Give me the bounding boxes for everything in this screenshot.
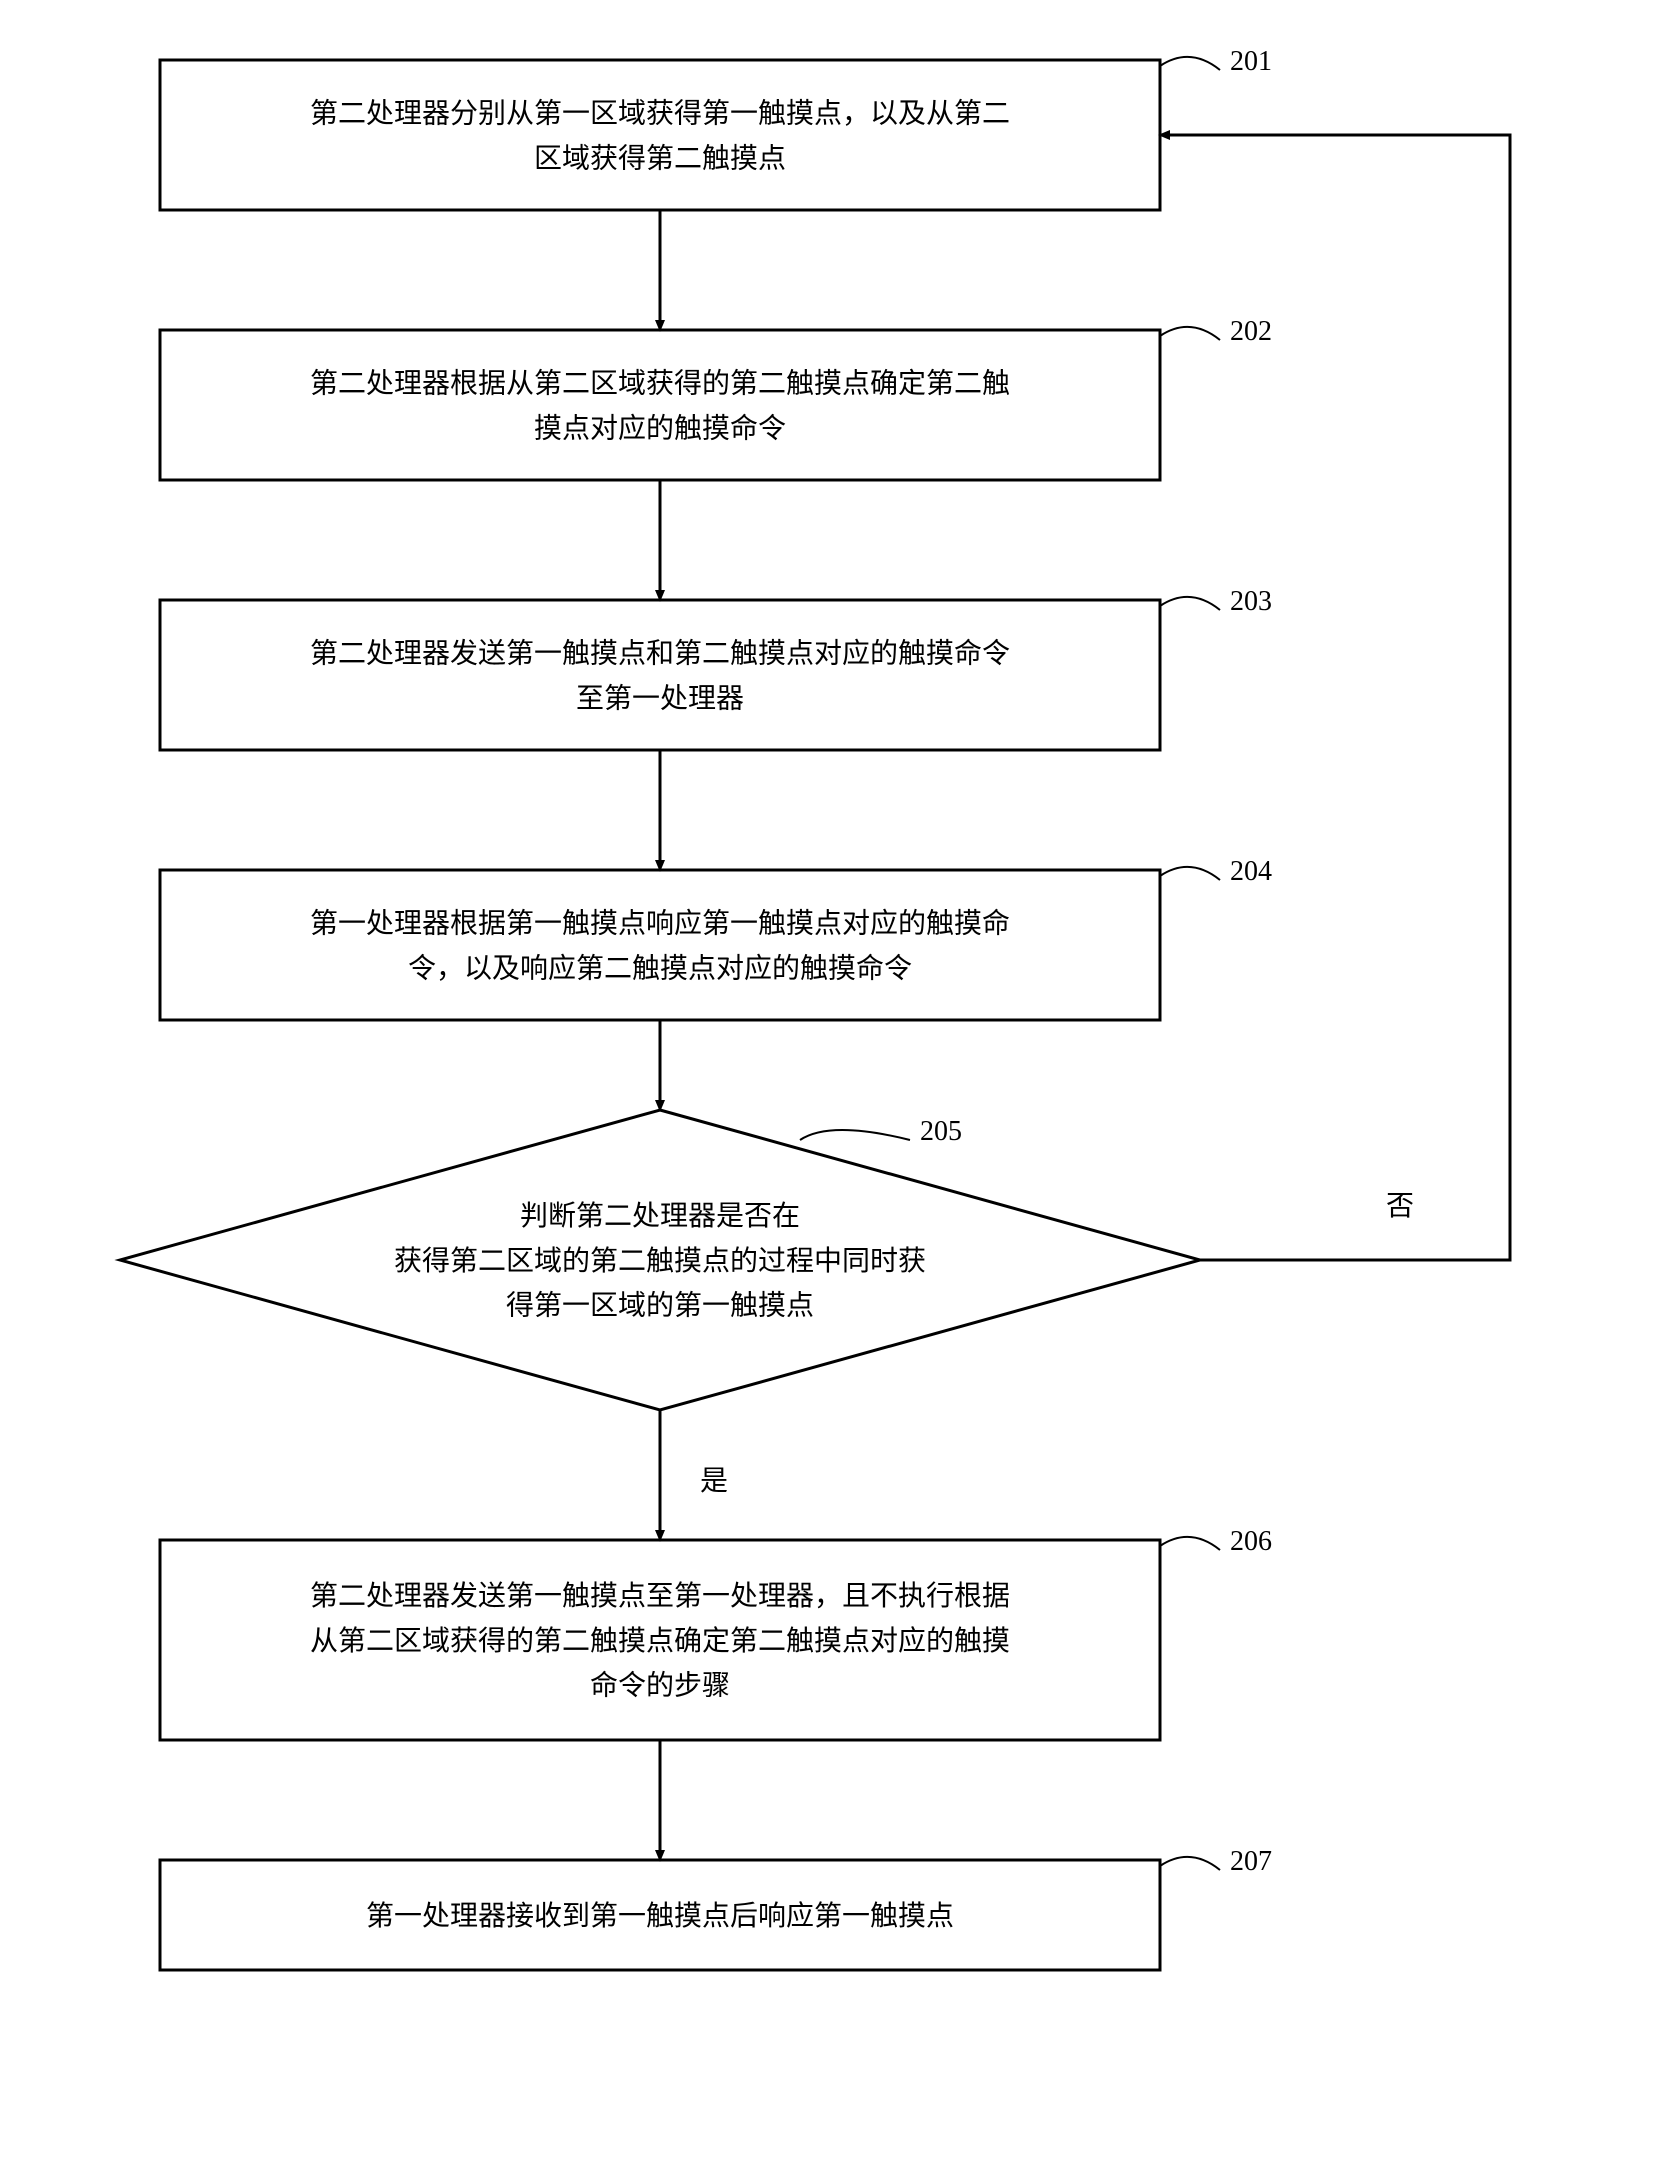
flow-box-203 — [160, 600, 1160, 750]
box-text: 获得第二区域的第二触摸点的过程中同时获 — [394, 1245, 926, 1277]
box-text: 第二处理器发送第一触摸点至第一处理器，且不执行根据 — [310, 1580, 1010, 1612]
box-text: 第一处理器根据第一触摸点响应第一触摸点对应的触摸命 — [310, 907, 1010, 939]
label-leader-204 — [1160, 867, 1220, 880]
label-leader-205 — [800, 1130, 910, 1140]
label-leader-207 — [1160, 1857, 1220, 1870]
box-text: 判断第二处理器是否在 — [520, 1200, 800, 1232]
label-leader-202 — [1160, 327, 1220, 340]
label-leader-206 — [1160, 1537, 1220, 1550]
box-text: 得第一区域的第一触摸点 — [506, 1290, 814, 1322]
box-text: 摸点对应的触摸命令 — [534, 412, 786, 444]
box-text: 至第一处理器 — [576, 682, 744, 714]
box-text: 令，以及响应第二触摸点对应的触摸命令 — [408, 952, 912, 984]
label-number-207: 207 — [1230, 1846, 1272, 1877]
edge-label-205-206: 是 — [700, 1466, 728, 1497]
box-text: 第二处理器根据从第二区域获得的第二触摸点确定第二触 — [310, 367, 1010, 399]
edge-205-201 — [1160, 135, 1510, 1260]
flow-box-204 — [160, 870, 1160, 1020]
label-number-204: 204 — [1230, 856, 1272, 887]
label-number-203: 203 — [1230, 586, 1272, 617]
flow-box-201 — [160, 60, 1160, 210]
box-text: 区域获得第二触摸点 — [534, 142, 786, 174]
edge-label-205-201: 否 — [1386, 1191, 1414, 1222]
flow-box-202 — [160, 330, 1160, 480]
label-leader-201 — [1160, 57, 1220, 70]
label-number-205: 205 — [920, 1116, 962, 1147]
box-text: 第二处理器分别从第一区域获得第一触摸点，以及从第二 — [310, 97, 1010, 129]
box-text: 第二处理器发送第一触摸点和第二触摸点对应的触摸命令 — [310, 637, 1010, 669]
label-leader-203 — [1160, 597, 1220, 610]
label-number-201: 201 — [1230, 46, 1272, 77]
box-text: 从第二区域获得的第二触摸点确定第二触摸点对应的触摸 — [310, 1625, 1010, 1657]
label-number-202: 202 — [1230, 316, 1272, 347]
label-number-206: 206 — [1230, 1526, 1272, 1557]
box-text: 第一处理器接收到第一触摸点后响应第一触摸点 — [366, 1900, 954, 1932]
box-text: 命令的步骤 — [590, 1670, 730, 1702]
